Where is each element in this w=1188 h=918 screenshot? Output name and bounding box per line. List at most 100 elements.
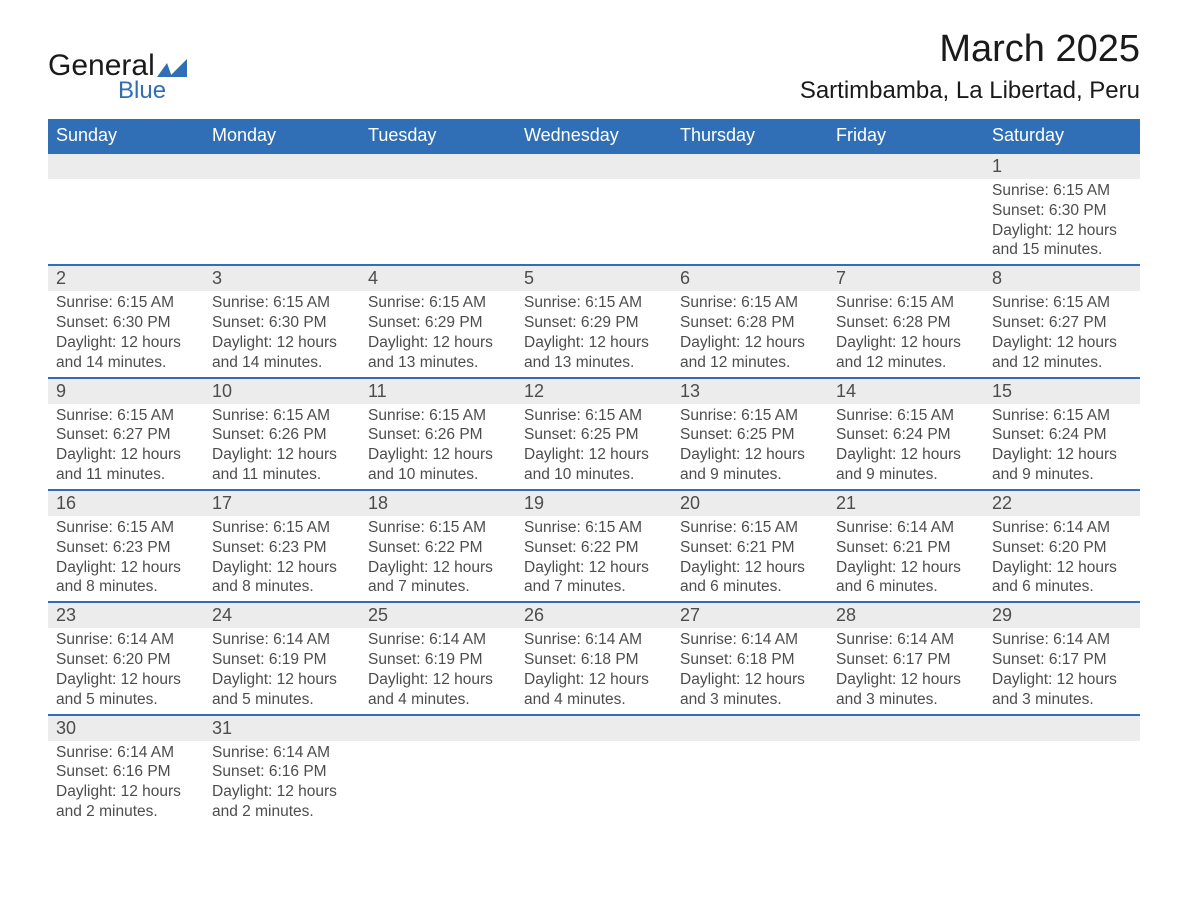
day-number-cell: 4: [360, 265, 516, 291]
daylight-line: Daylight: 12 hours and 7 minutes.: [368, 558, 508, 598]
day-data-cell: Sunrise: 6:15 AMSunset: 6:22 PMDaylight:…: [516, 516, 672, 602]
day-number-cell: [672, 715, 828, 741]
day-data-cell: Sunrise: 6:14 AMSunset: 6:16 PMDaylight:…: [204, 741, 360, 826]
day-number-cell: 28: [828, 602, 984, 628]
sunset-line: Sunset: 6:16 PM: [56, 762, 196, 782]
sunset-line: Sunset: 6:17 PM: [836, 650, 976, 670]
weekday-header: Sunday: [48, 119, 204, 153]
day-number-cell: [828, 153, 984, 179]
sunrise-line: Sunrise: 6:14 AM: [836, 630, 976, 650]
day-data-cell: Sunrise: 6:14 AMSunset: 6:21 PMDaylight:…: [828, 516, 984, 602]
day-number-cell: 12: [516, 378, 672, 404]
daylight-line: Daylight: 12 hours and 14 minutes.: [56, 333, 196, 373]
day-data-cell: [828, 741, 984, 826]
day-data-cell: Sunrise: 6:15 AMSunset: 6:21 PMDaylight:…: [672, 516, 828, 602]
sunset-line: Sunset: 6:17 PM: [992, 650, 1132, 670]
sunset-line: Sunset: 6:29 PM: [368, 313, 508, 333]
daylight-line: Daylight: 12 hours and 4 minutes.: [368, 670, 508, 710]
day-data-cell: Sunrise: 6:15 AMSunset: 6:24 PMDaylight:…: [828, 404, 984, 490]
day-number-cell: [48, 153, 204, 179]
day-number-row: 16171819202122: [48, 490, 1140, 516]
sunrise-line: Sunrise: 6:15 AM: [524, 518, 664, 538]
sunrise-line: Sunrise: 6:14 AM: [680, 630, 820, 650]
sunrise-line: Sunrise: 6:15 AM: [680, 293, 820, 313]
day-data-cell: Sunrise: 6:14 AMSunset: 6:18 PMDaylight:…: [672, 628, 828, 714]
weekday-header: Thursday: [672, 119, 828, 153]
daylight-line: Daylight: 12 hours and 5 minutes.: [212, 670, 352, 710]
sunrise-line: Sunrise: 6:14 AM: [836, 518, 976, 538]
daylight-line: Daylight: 12 hours and 11 minutes.: [212, 445, 352, 485]
sunset-line: Sunset: 6:24 PM: [836, 425, 976, 445]
daylight-line: Daylight: 12 hours and 15 minutes.: [992, 221, 1132, 261]
sunrise-line: Sunrise: 6:15 AM: [56, 293, 196, 313]
day-data-cell: [672, 179, 828, 265]
sunset-line: Sunset: 6:30 PM: [56, 313, 196, 333]
day-number-cell: 26: [516, 602, 672, 628]
day-data-cell: Sunrise: 6:15 AMSunset: 6:28 PMDaylight:…: [828, 291, 984, 377]
daylight-line: Daylight: 12 hours and 11 minutes.: [56, 445, 196, 485]
day-data-cell: Sunrise: 6:15 AMSunset: 6:23 PMDaylight:…: [204, 516, 360, 602]
day-number-cell: 30: [48, 715, 204, 741]
day-number-cell: 2: [48, 265, 204, 291]
daylight-line: Daylight: 12 hours and 9 minutes.: [992, 445, 1132, 485]
daylight-line: Daylight: 12 hours and 6 minutes.: [836, 558, 976, 598]
sunset-line: Sunset: 6:27 PM: [56, 425, 196, 445]
sunrise-line: Sunrise: 6:15 AM: [836, 406, 976, 426]
daylight-line: Daylight: 12 hours and 8 minutes.: [56, 558, 196, 598]
logo-shape-icon: [157, 55, 187, 77]
day-number-cell: 21: [828, 490, 984, 516]
daylight-line: Daylight: 12 hours and 5 minutes.: [56, 670, 196, 710]
day-data-cell: [516, 741, 672, 826]
day-number-cell: 1: [984, 153, 1140, 179]
daylight-line: Daylight: 12 hours and 13 minutes.: [368, 333, 508, 373]
sunrise-line: Sunrise: 6:15 AM: [992, 293, 1132, 313]
day-data-cell: Sunrise: 6:15 AMSunset: 6:30 PMDaylight:…: [48, 291, 204, 377]
daylight-line: Daylight: 12 hours and 9 minutes.: [680, 445, 820, 485]
sunset-line: Sunset: 6:16 PM: [212, 762, 352, 782]
daylight-line: Daylight: 12 hours and 12 minutes.: [992, 333, 1132, 373]
sunrise-line: Sunrise: 6:15 AM: [56, 518, 196, 538]
day-number-cell: [204, 153, 360, 179]
sunrise-line: Sunrise: 6:15 AM: [836, 293, 976, 313]
daylight-line: Daylight: 12 hours and 10 minutes.: [524, 445, 664, 485]
sunset-line: Sunset: 6:26 PM: [212, 425, 352, 445]
sunset-line: Sunset: 6:18 PM: [524, 650, 664, 670]
day-number-cell: 11: [360, 378, 516, 404]
day-number-cell: 19: [516, 490, 672, 516]
day-number-cell: [516, 715, 672, 741]
sunset-line: Sunset: 6:25 PM: [680, 425, 820, 445]
day-number-cell: 13: [672, 378, 828, 404]
day-number-row: 2345678: [48, 265, 1140, 291]
day-data-cell: [360, 741, 516, 826]
sunset-line: Sunset: 6:29 PM: [524, 313, 664, 333]
weekday-header: Tuesday: [360, 119, 516, 153]
sunset-line: Sunset: 6:21 PM: [680, 538, 820, 558]
daylight-line: Daylight: 12 hours and 3 minutes.: [992, 670, 1132, 710]
brand-logo: General Blue: [48, 49, 187, 105]
day-number-cell: 9: [48, 378, 204, 404]
day-data-cell: Sunrise: 6:15 AMSunset: 6:30 PMDaylight:…: [984, 179, 1140, 265]
sunrise-line: Sunrise: 6:15 AM: [212, 293, 352, 313]
daylight-line: Daylight: 12 hours and 6 minutes.: [992, 558, 1132, 598]
day-data-cell: Sunrise: 6:14 AMSunset: 6:18 PMDaylight:…: [516, 628, 672, 714]
weekday-header: Friday: [828, 119, 984, 153]
sunrise-line: Sunrise: 6:14 AM: [212, 743, 352, 763]
day-number-cell: 16: [48, 490, 204, 516]
weekday-header: Monday: [204, 119, 360, 153]
day-data-cell: Sunrise: 6:14 AMSunset: 6:20 PMDaylight:…: [48, 628, 204, 714]
daylight-line: Daylight: 12 hours and 2 minutes.: [212, 782, 352, 822]
day-number-row: 9101112131415: [48, 378, 1140, 404]
sunrise-line: Sunrise: 6:14 AM: [56, 743, 196, 763]
title-block: March 2025 Sartimbamba, La Libertad, Per…: [800, 28, 1140, 105]
day-data-cell: Sunrise: 6:15 AMSunset: 6:30 PMDaylight:…: [204, 291, 360, 377]
day-data-cell: Sunrise: 6:15 AMSunset: 6:24 PMDaylight:…: [984, 404, 1140, 490]
daylight-line: Daylight: 12 hours and 2 minutes.: [56, 782, 196, 822]
logo-text-blue: Blue: [118, 77, 166, 105]
daylight-line: Daylight: 12 hours and 6 minutes.: [680, 558, 820, 598]
day-data-cell: [204, 179, 360, 265]
day-number-cell: 20: [672, 490, 828, 516]
sunset-line: Sunset: 6:19 PM: [212, 650, 352, 670]
day-data-cell: Sunrise: 6:15 AMSunset: 6:27 PMDaylight:…: [984, 291, 1140, 377]
day-number-cell: 14: [828, 378, 984, 404]
sunset-line: Sunset: 6:28 PM: [836, 313, 976, 333]
